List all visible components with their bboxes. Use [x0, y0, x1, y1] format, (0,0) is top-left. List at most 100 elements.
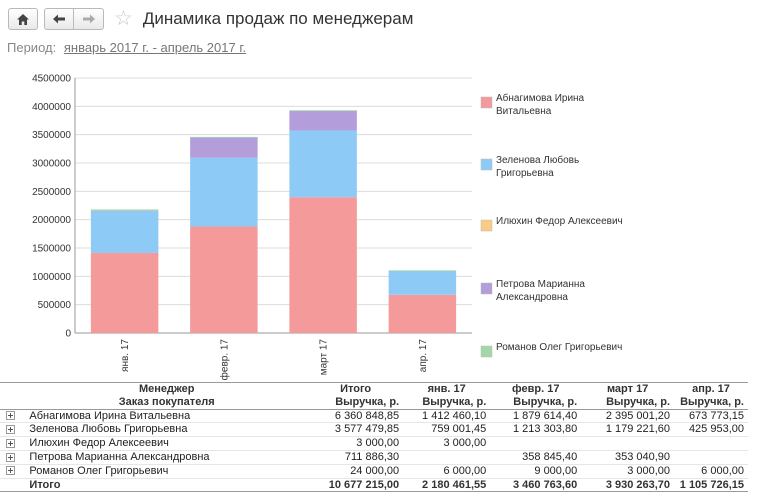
report-table-container: Менеджер Итого янв. 17 февр. 17 март 17 …	[0, 381, 780, 493]
y-tick-label: 4000000	[32, 102, 71, 113]
table-row[interactable]: Зеленова Любовь Григорьевна 3 577 479,85…	[0, 422, 748, 438]
table-row[interactable]: Илюхин Федор Алексеевич 3 000,00 3 000,0…	[0, 436, 748, 451]
cell-mar: 353 040,90	[581, 450, 675, 465]
legend-label: Романов Олег Григорьевич	[496, 342, 622, 353]
y-tick-label: 3500000	[32, 130, 71, 141]
legend-label: Григорьевна	[496, 168, 554, 179]
y-tick-label: 0	[65, 329, 71, 340]
report-table: Менеджер Итого янв. 17 февр. 17 март 17 …	[0, 381, 748, 493]
cell-jan: 759 001,45	[403, 422, 491, 438]
column-header-apr: апр. 17	[674, 381, 748, 396]
period-link[interactable]: январь 2017 г. - апрель 2017 г.	[63, 40, 247, 55]
cell-jan: 1 412 460,10	[403, 409, 491, 424]
legend-label: Абнагимова Ирина	[496, 92, 585, 104]
cell-total-apr: 1 105 726,15	[674, 477, 748, 493]
legend-label: Александровна	[496, 292, 568, 303]
table-row[interactable]: Петрова Марианна Александровна 711 886,3…	[0, 450, 748, 465]
expand-icon[interactable]	[6, 438, 15, 448]
cell-jan: 3 000,00	[403, 436, 491, 451]
legend-swatch	[480, 96, 493, 109]
sales-chart: 0 500000 1000000 1500000 2000000 2500000 30000…	[32, 74, 623, 381]
bar-segment	[190, 137, 258, 158]
table-header-row-2: Заказ покупателя Выручка, р. Выручка, р.…	[0, 395, 748, 410]
bar-segment	[388, 294, 457, 333]
cell-total: 711 886,30	[308, 450, 404, 465]
home-icon	[17, 13, 29, 25]
cell-mar: 3 000,00	[581, 464, 675, 479]
arrow-right-icon	[82, 14, 95, 24]
x-tick-label: янв. 17	[120, 339, 131, 372]
expand-icon[interactable]	[6, 424, 15, 434]
expand-icon[interactable]	[6, 452, 15, 462]
cell-grand-total: 10 677 215,00	[308, 477, 404, 493]
cell-total-jan: 2 180 461,55	[403, 477, 491, 493]
bar-segment	[90, 252, 159, 333]
cell-mar: 1 179 221,60	[581, 422, 675, 438]
cell-total: 3 577 479,85	[308, 422, 404, 438]
legend-swatch	[480, 158, 493, 171]
x-tick-label: февр. 17	[218, 339, 230, 380]
table-header-row-1: Менеджер Итого янв. 17 февр. 17 март 17 …	[0, 381, 748, 396]
bar-segment	[90, 209, 159, 211]
bar-segment	[190, 136, 258, 138]
cell-jan	[403, 450, 491, 465]
cell-feb: 358 845,40	[490, 450, 582, 465]
expand-icon[interactable]	[6, 411, 15, 421]
y-tick-label: 2500000	[32, 187, 71, 198]
bar-segment	[289, 110, 357, 131]
forward-button[interactable]	[74, 8, 104, 30]
table-total-row: Итого 10 677 215,00 2 180 461,55 3 460 7…	[0, 477, 748, 493]
cell-apr: 425 953,00	[674, 422, 748, 438]
cell-feb: 1 213 303,80	[490, 422, 582, 438]
toolbar: ☆ Динамика продаж по менеджерам	[8, 7, 413, 31]
page-title: Динамика продаж по менеджерам	[142, 9, 414, 28]
cell-total: 3 000,00	[308, 436, 404, 451]
column-subheader-revenue: Выручка, р.	[490, 395, 582, 410]
cell-apr: 6 000,00	[674, 464, 748, 479]
legend-swatch	[480, 345, 493, 358]
star-icon[interactable]: ☆	[114, 7, 133, 30]
bar-segment	[190, 157, 258, 227]
cell-mar: 2 395 001,20	[581, 409, 675, 424]
table-row[interactable]: Абнагимова Ирина Витальевна 6 360 848,85…	[0, 409, 748, 424]
cell-total-feb: 3 460 763,60	[490, 477, 582, 493]
y-tick-label: 500000	[38, 300, 72, 311]
home-button[interactable]	[8, 8, 38, 30]
legend-label: Илюхин Федор Алексеевич	[496, 216, 623, 227]
column-subheader-order: Заказ покупателя	[25, 395, 309, 410]
cell-jan: 6 000,00	[403, 464, 491, 479]
cell-manager: Петрова Марианна Александровна	[25, 450, 309, 465]
legend-label: Петрова Марианна	[496, 279, 585, 290]
column-header-jan: янв. 17	[403, 381, 491, 396]
legend-swatch	[480, 219, 493, 232]
cell-total: 24 000,00	[308, 464, 404, 479]
bar-segment	[90, 209, 159, 253]
expand-icon[interactable]	[6, 466, 15, 476]
table-row[interactable]: Романов Олег Григорьевич 24 000,00 6 000…	[0, 464, 748, 479]
column-header-mar: март 17	[581, 381, 675, 396]
navigation-group	[44, 8, 104, 30]
bar-segment	[388, 270, 457, 295]
y-tick-label: 1000000	[32, 272, 71, 283]
y-tick-label: 2000000	[32, 215, 71, 226]
column-header-feb: февр. 17	[490, 381, 582, 396]
cell-total-mar: 3 930 263,70	[581, 477, 675, 493]
cell-total-label: Итого	[25, 477, 309, 493]
y-tick-label: 3000000	[32, 159, 71, 170]
column-header-manager: Менеджер	[25, 381, 309, 396]
bar-segment	[190, 226, 258, 333]
column-subheader-revenue: Выручка, р.	[674, 395, 748, 410]
cell-total: 6 360 848,85	[308, 409, 404, 424]
column-subheader-revenue: Выручка, р.	[403, 395, 491, 410]
cell-manager: Романов Олег Григорьевич	[25, 464, 309, 479]
back-button[interactable]	[44, 8, 74, 30]
legend-label: Витальевна	[496, 106, 552, 117]
cell-apr: 673 773,15	[674, 409, 748, 424]
bar-segment	[289, 130, 357, 198]
period-row: Период: январь 2017 г. - апрель 2017 г.	[7, 40, 246, 55]
column-subheader-revenue: Выручка, р.	[308, 395, 404, 410]
cell-manager: Абнагимова Ирина Витальевна	[25, 409, 309, 424]
x-tick-label: март 17	[319, 339, 330, 376]
legend-label: Зеленова Любовь	[496, 154, 579, 166]
column-subheader-revenue: Выручка, р.	[581, 395, 675, 410]
